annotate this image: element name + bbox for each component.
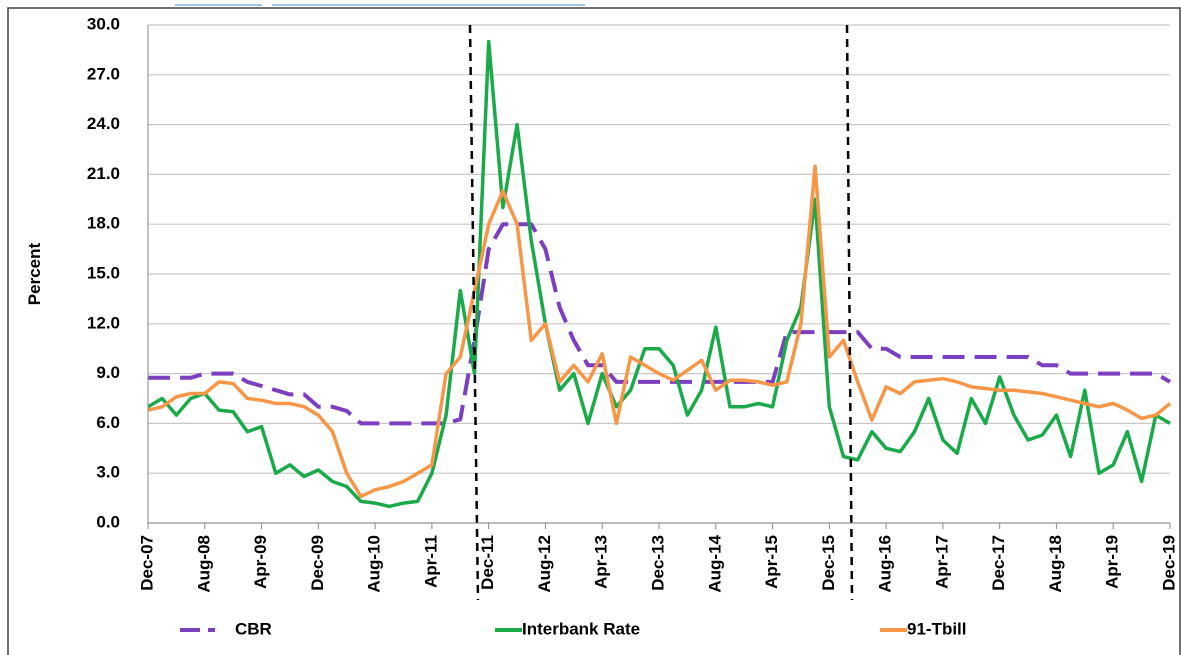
x-tick-label: Aug-08 [194,535,213,593]
event-line [845,24,854,601]
series-line [147,39,1171,509]
series-line [148,222,1172,426]
y-tick-label: 15.0 [87,263,120,282]
y-tick-label: 24.0 [87,114,120,133]
x-tick-label: Apr-19 [1103,535,1122,589]
y-tick-label: 21.0 [87,164,120,183]
y-tick-label: 27.0 [87,64,120,83]
x-tick-label: Dec-17 [989,535,1008,591]
y-tick-label: 18.0 [87,214,120,233]
x-tick-label: Dec-09 [308,535,327,591]
y-tick-label: 9.0 [96,363,120,382]
y-axis-label: Percent [25,242,44,305]
y-tick-label: 12.0 [87,313,120,332]
x-tick-label: Dec-15 [819,535,838,591]
y-tick-label: 30.0 [87,14,120,33]
x-tick-label: Dec-07 [137,535,156,591]
legend-label: Interbank Rate [522,619,640,638]
x-tick-label: Aug-10 [365,535,384,593]
plot [147,39,1172,509]
x-tick-label: Apr-09 [251,535,270,589]
y-tick-label: 3.0 [96,463,120,482]
x-tick-label: Aug-12 [535,535,554,593]
x-tick-label: Apr-11 [421,535,440,588]
event-line [468,24,480,601]
x-tick-label: Apr-17 [932,535,951,589]
legend-label: 91-Tbill [907,619,967,638]
legend-label: CBR [235,619,272,638]
grid [148,24,1170,524]
x-tick-label: Aug-16 [876,535,895,593]
x-tick-label: Apr-15 [762,535,781,589]
x-tick-label: Apr-13 [592,535,611,589]
y-tick-label: 0.0 [96,512,120,531]
x-tick-label: Aug-18 [1046,535,1065,593]
axes: 0.0 3.0 6.0 9.0 12.0 15.0 18.0 21.0 24.0 27.0 30.0… [87,14,1179,592]
x-tick-label: Dec-19 [1159,535,1178,591]
x-tick-label: Dec-13 [648,535,667,591]
series-line [147,164,1172,499]
x-tick-label: Aug-14 [705,534,724,592]
frame [7,7,1181,655]
y-tick-label: 6.0 [96,413,120,432]
x-tick-label: Dec-11 [478,535,497,590]
